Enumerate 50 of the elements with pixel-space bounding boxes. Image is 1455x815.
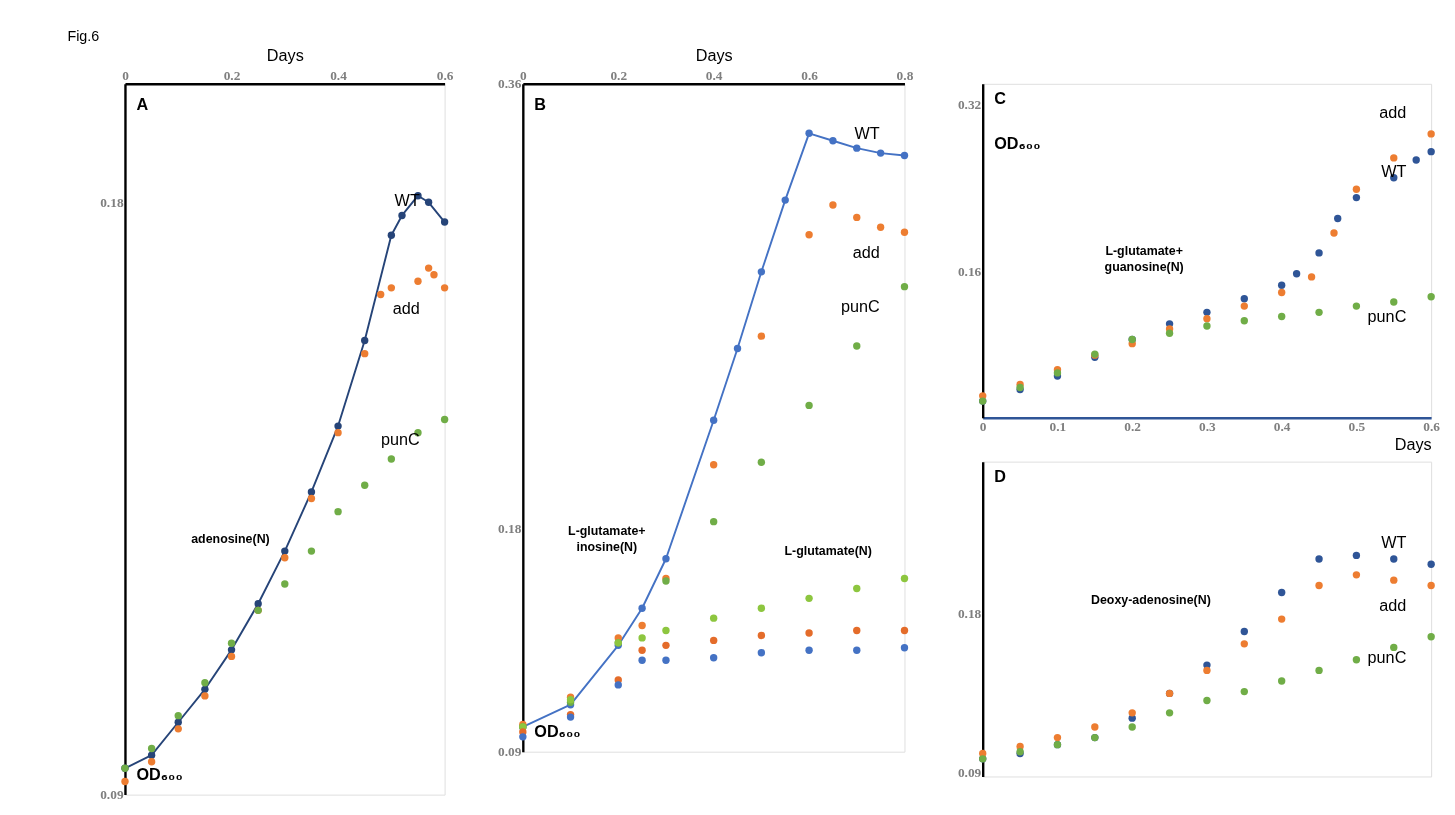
x-tick-label: 0: [122, 67, 130, 83]
annotation: adenosine(N): [191, 531, 270, 546]
annotation: Deoxy-adenosine(N): [1090, 593, 1211, 608]
x-tick-label: 0.6: [1423, 418, 1441, 434]
y-tick-label: 0.18: [957, 606, 982, 622]
chart-title: D: [994, 466, 1007, 485]
x-tick-label: 0.6: [801, 67, 819, 83]
x-tick-label: 0.4: [330, 67, 348, 83]
series-label: WT: [1381, 533, 1407, 552]
series-label: add: [1379, 596, 1407, 615]
y-tick-label: 0.09: [957, 765, 982, 781]
x-tick-label: 0.3: [1199, 418, 1217, 434]
x-axis-title: Days: [695, 46, 733, 65]
y-tick-label: 0.32: [957, 97, 982, 112]
x-axis-title: Days: [266, 46, 304, 65]
x-tick-label: 0.5: [1348, 418, 1366, 434]
x-tick-label: 0.4: [705, 67, 723, 83]
series-label: punC: [840, 297, 880, 316]
series-label: add: [392, 298, 420, 317]
series-label: punC: [1367, 647, 1407, 666]
annotation: L-glutamate(N): [784, 544, 872, 559]
x-axis-title: Days: [1394, 434, 1432, 453]
x-tick-label: 0.2: [610, 67, 628, 83]
x-tick-label: 0.1: [1049, 418, 1067, 434]
series-label: add: [1379, 102, 1407, 121]
y-tick-label: 0.16: [957, 263, 982, 279]
x-tick-label: 0.2: [223, 67, 241, 83]
annotation: L-glutamate+ inosine(N): [568, 524, 646, 555]
y-axis-title: OD₆₀₀: [994, 133, 1041, 152]
text: B: [534, 94, 546, 113]
y-axis-title: OD₆₀₀: [534, 722, 581, 741]
series-label: WT: [1381, 162, 1407, 181]
x-tick-label: 0.6: [436, 67, 454, 83]
series-label: WT: [854, 124, 880, 143]
chart-title: C: [994, 88, 1007, 107]
y-axis-title: OD₆₀₀: [136, 765, 183, 784]
x-tick-label: 0.8: [896, 67, 914, 83]
x-tick-label: 0.2: [1124, 418, 1142, 434]
y-tick-label: 0.18: [498, 521, 522, 537]
annotation: L-glutamate+ guanosine(N): [1104, 243, 1184, 274]
series-label: add: [852, 243, 880, 262]
text: A: [136, 94, 149, 113]
y-tick-label: 0.18: [100, 194, 124, 210]
x-tick-label: 0: [979, 418, 987, 434]
series-label: punC: [1367, 307, 1407, 326]
x-tick-label: 0.4: [1273, 418, 1291, 434]
series-label: punC: [381, 430, 421, 449]
y-tick-label: 0.09: [100, 786, 124, 802]
y-tick-label: 0.09: [498, 744, 522, 759]
caption: Fig.6: [67, 27, 100, 44]
